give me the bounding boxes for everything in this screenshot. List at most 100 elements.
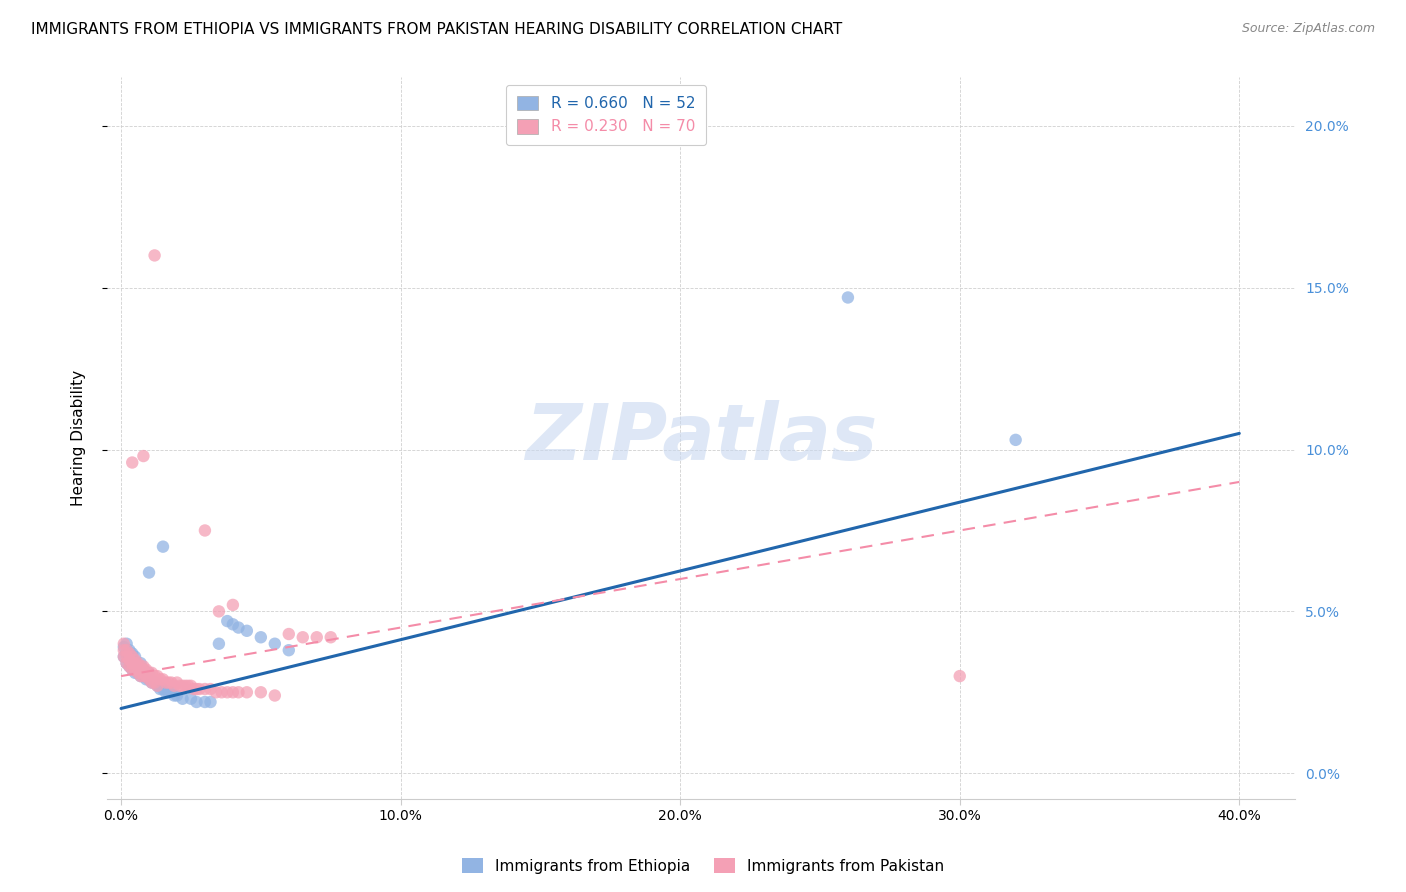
Point (138, 566, 160, 580)
Point (149, 681, 172, 696)
Point (129, 663, 152, 677)
Point (837, 291, 859, 305)
Point (250, 630, 273, 644)
Point (180, 691, 202, 706)
Point (217, 685, 239, 699)
Point (174, 679, 197, 693)
Point (127, 659, 149, 673)
Point (217, 614, 239, 628)
Point (208, 604, 231, 618)
Point (149, 673, 172, 687)
Point (205, 685, 228, 699)
Point (228, 621, 250, 635)
Point (166, 689, 188, 703)
Point (132, 659, 155, 673)
Point (124, 656, 146, 670)
Point (160, 675, 183, 690)
Point (155, 685, 177, 699)
Point (115, 637, 138, 651)
Point (143, 248, 166, 262)
Point (180, 679, 202, 693)
Point (141, 665, 163, 680)
Point (200, 681, 222, 696)
Point (250, 685, 273, 699)
Point (129, 659, 152, 673)
Point (127, 656, 149, 670)
Point (208, 637, 231, 651)
Point (135, 673, 157, 687)
Point (132, 669, 155, 683)
Point (146, 669, 169, 683)
Point (112, 649, 135, 664)
Text: Source: ZipAtlas.com: Source: ZipAtlas.com (1241, 22, 1375, 36)
Point (121, 456, 143, 470)
Point (121, 653, 143, 667)
Point (115, 656, 138, 670)
Point (141, 675, 163, 690)
Point (135, 669, 157, 683)
Text: ZIPatlas: ZIPatlas (524, 401, 877, 476)
Point (115, 649, 138, 664)
Text: IMMIGRANTS FROM ETHIOPIA VS IMMIGRANTS FROM PAKISTAN HEARING DISABILITY CORRELAT: IMMIGRANTS FROM ETHIOPIA VS IMMIGRANTS F… (31, 22, 842, 37)
Point (186, 681, 208, 696)
Point (188, 681, 211, 696)
Point (124, 649, 146, 664)
Point (135, 665, 157, 680)
Legend: Immigrants from Ethiopia, Immigrants from Pakistan: Immigrants from Ethiopia, Immigrants fro… (456, 852, 950, 880)
Point (129, 669, 152, 683)
Point (222, 685, 245, 699)
Point (949, 669, 972, 683)
Point (160, 685, 183, 699)
Point (132, 449, 155, 463)
Point (183, 681, 205, 696)
Point (143, 675, 166, 690)
Point (177, 679, 200, 693)
Point (138, 665, 160, 680)
Point (194, 681, 217, 696)
Point (163, 679, 186, 693)
Point (118, 659, 141, 673)
Legend: R = 0.660   N = 52, R = 0.230   N = 70: R = 0.660 N = 52, R = 0.230 N = 70 (506, 85, 706, 145)
Point (305, 630, 328, 644)
Point (138, 673, 160, 687)
Point (118, 649, 141, 664)
Point (157, 675, 180, 690)
Point (152, 540, 174, 554)
Point (112, 649, 135, 664)
Point (121, 647, 143, 661)
Point (143, 675, 166, 690)
Point (319, 630, 342, 644)
Y-axis label: Hearing Disability: Hearing Disability (72, 370, 86, 507)
Point (194, 695, 217, 709)
Point (157, 685, 180, 699)
Point (121, 656, 143, 670)
Point (186, 695, 208, 709)
Point (1004, 433, 1026, 447)
Point (277, 643, 299, 657)
Point (112, 640, 135, 654)
Point (112, 643, 135, 657)
Point (115, 656, 138, 670)
Point (222, 598, 245, 612)
Point (166, 675, 188, 690)
Point (127, 659, 149, 673)
Point (118, 643, 141, 657)
Point (124, 663, 146, 677)
Point (138, 673, 160, 687)
Point (152, 673, 174, 687)
Point (127, 665, 149, 680)
Point (172, 679, 194, 693)
Point (121, 663, 143, 677)
Point (141, 675, 163, 690)
Point (194, 524, 217, 538)
Point (236, 624, 259, 638)
Point (211, 685, 233, 699)
Point (129, 669, 152, 683)
Point (152, 681, 174, 696)
Point (135, 663, 157, 677)
Point (121, 663, 143, 677)
Point (115, 647, 138, 661)
Point (263, 637, 285, 651)
Point (124, 653, 146, 667)
Point (169, 679, 191, 693)
